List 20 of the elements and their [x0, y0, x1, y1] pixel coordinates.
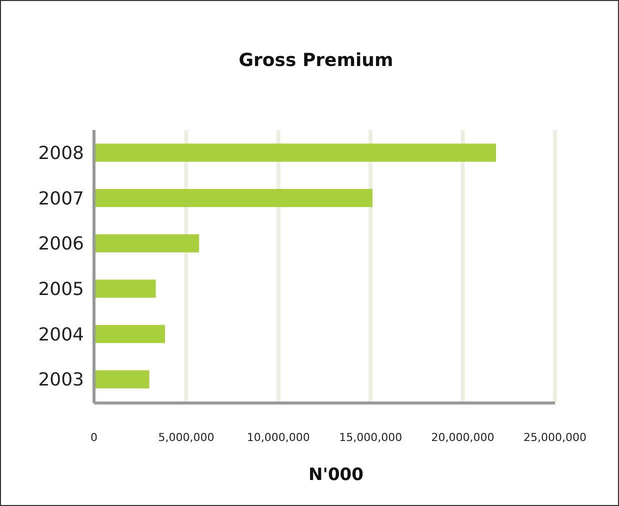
bar: [94, 280, 156, 298]
y-tick-label: 2008: [38, 142, 84, 164]
y-tick-label: 2006: [38, 234, 84, 255]
bar: [94, 324, 165, 344]
y-tick-label: 2007: [38, 188, 84, 210]
y-tick-label: 2003: [38, 370, 84, 391]
x-tick-label: 25,000,000: [524, 431, 586, 444]
x-tick-label: 10,000,000: [246, 431, 310, 444]
x-axis-title: N'000: [308, 465, 364, 485]
bar: [94, 144, 496, 162]
bar: [94, 234, 200, 252]
bar: [94, 370, 150, 388]
x-tick-label: 0: [90, 431, 98, 444]
y-tick-label: 2005: [38, 278, 84, 300]
bar: [94, 188, 372, 208]
chart-title: Gross Premium: [238, 50, 394, 71]
y-tick-label: 2004: [38, 324, 84, 346]
x-tick-label: 5,000,000: [158, 431, 214, 444]
x-tick-label: 15,000,000: [339, 431, 402, 444]
x-tick-label: 20,000,000: [431, 431, 494, 444]
